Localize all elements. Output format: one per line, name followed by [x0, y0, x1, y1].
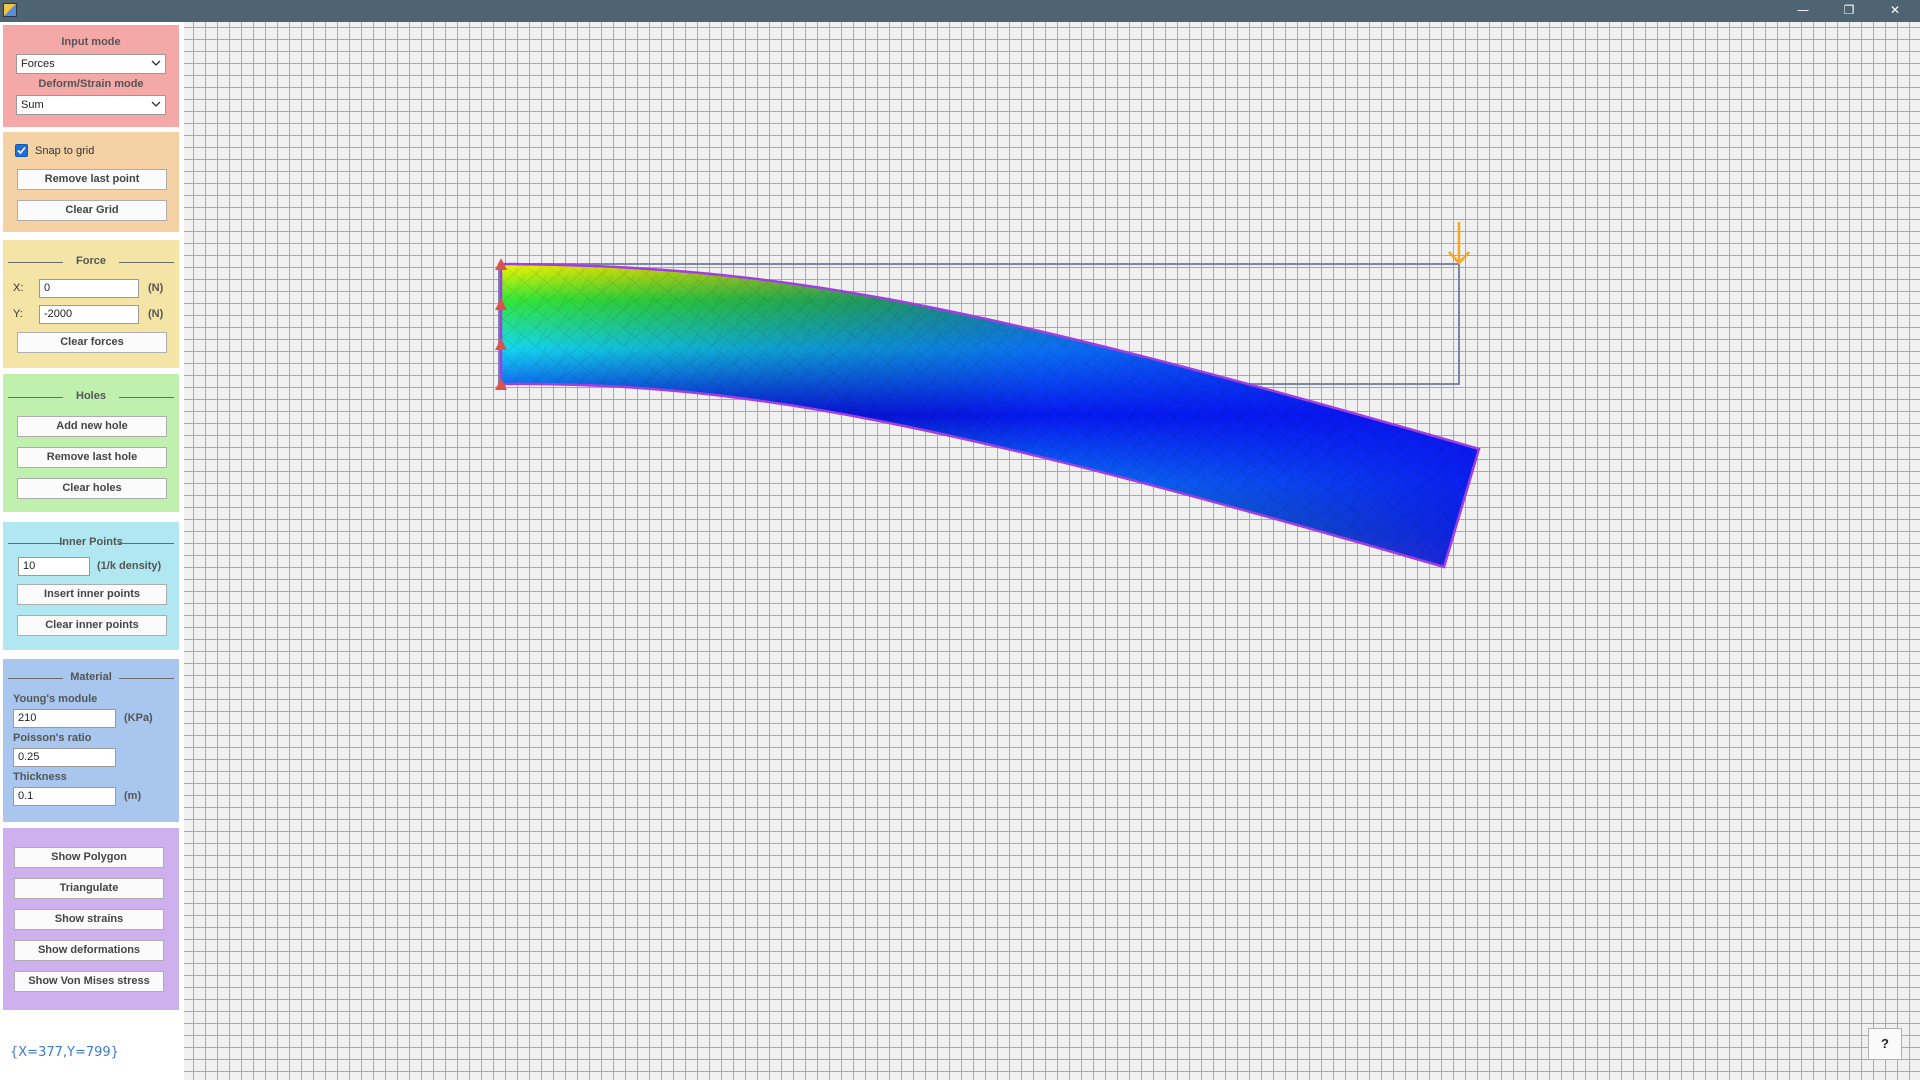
youngs-module-input[interactable]: 210	[13, 709, 116, 728]
thickness-input[interactable]: 0.1	[13, 787, 116, 806]
clear-grid-button[interactable]: Clear Grid	[17, 200, 167, 221]
clear-inner-points-button[interactable]: Clear inner points	[17, 615, 167, 636]
chevron-down-icon	[151, 101, 161, 107]
inner-points-unit: (1/k density)	[97, 560, 162, 572]
support-markers	[495, 258, 507, 390]
chevron-down-icon	[151, 60, 161, 66]
deform-mode-select[interactable]: Sum	[16, 95, 166, 115]
force-y-input[interactable]: -2000	[39, 305, 139, 324]
holes-section: Holes Add new hole Remove last hole Clea…	[3, 374, 179, 512]
force-arrow-icon	[1448, 222, 1470, 265]
deform-mode-title: Deform/Strain mode	[38, 78, 144, 90]
title-bar: — ❐ ✕	[0, 0, 1920, 22]
help-button[interactable]: ?	[1868, 1028, 1902, 1060]
force-section: Force X: 0 (N) Y: -2000 (N) Clear forces	[3, 240, 179, 368]
inner-points-density-input[interactable]: 10	[18, 557, 90, 576]
snap-to-grid-label: Snap to grid	[35, 145, 95, 157]
poissons-ratio-input[interactable]: 0.25	[13, 748, 116, 767]
show-strains-button[interactable]: Show strains	[14, 909, 164, 930]
remove-last-point-button[interactable]: Remove last point	[17, 169, 167, 190]
beam-plot	[495, 222, 1481, 569]
force-x-unit: (N)	[148, 282, 164, 294]
deform-mode-value: Sum	[21, 99, 44, 111]
inner-points-title: Inner Points	[3, 536, 179, 548]
input-mode-select[interactable]: Forces	[16, 54, 166, 74]
insert-inner-points-button[interactable]: Insert inner points	[17, 584, 167, 605]
grid-section: Snap to grid Remove last point Clear Gri…	[3, 132, 179, 232]
actions-section: Show Polygon Triangulate Show strains Sh…	[3, 828, 179, 1010]
force-y-unit: (N)	[148, 308, 164, 320]
youngs-module-label: Young's module	[13, 693, 98, 705]
deformed-outline	[499, 262, 1481, 569]
youngs-module-unit: (KPa)	[124, 712, 153, 724]
support-marker-icon	[495, 378, 507, 390]
force-title: Force	[3, 255, 179, 267]
cursor-coordinates: {X=377,Y=799}	[10, 1045, 119, 1060]
show-polygon-button[interactable]: Show Polygon	[14, 847, 164, 868]
deformed-beam	[499, 262, 1481, 569]
minimize-button[interactable]: —	[1797, 3, 1809, 17]
snap-to-grid-checkbox[interactable]	[15, 144, 28, 157]
show-von-mises-button[interactable]: Show Von Mises stress	[14, 971, 164, 992]
material-title: Material	[3, 671, 179, 683]
restore-button[interactable]: ❐	[1843, 3, 1855, 17]
thickness-unit: (m)	[124, 790, 142, 802]
close-button[interactable]: ✕	[1889, 3, 1901, 17]
input-mode-title: Input mode	[61, 36, 121, 48]
add-new-hole-button[interactable]: Add new hole	[17, 416, 167, 437]
thickness-label: Thickness	[13, 771, 67, 783]
support-marker-icon	[495, 298, 507, 310]
clear-forces-button[interactable]: Clear forces	[17, 332, 167, 353]
app-icon	[3, 3, 17, 17]
drawing-canvas[interactable]: ?	[184, 22, 1920, 1080]
support-marker-icon	[495, 258, 507, 270]
control-panel: Input mode Forces Deform/Strain mode Sum…	[0, 22, 184, 1080]
holes-title: Holes	[3, 390, 179, 402]
force-y-label: Y:	[13, 308, 23, 320]
material-section: Material Young's module 210 (KPa) Poisso…	[3, 659, 179, 822]
input-mode-section: Input mode Forces Deform/Strain mode Sum	[3, 25, 179, 127]
support-marker-icon	[495, 338, 507, 350]
force-x-label: X:	[13, 282, 24, 294]
show-deformations-button[interactable]: Show deformations	[14, 940, 164, 961]
triangulate-button[interactable]: Triangulate	[14, 878, 164, 899]
remove-last-hole-button[interactable]: Remove last hole	[17, 447, 167, 468]
checkmark-icon	[17, 146, 26, 155]
force-x-input[interactable]: 0	[39, 279, 139, 298]
clear-holes-button[interactable]: Clear holes	[17, 478, 167, 499]
input-mode-value: Forces	[21, 58, 55, 70]
poissons-ratio-label: Poisson's ratio	[13, 732, 92, 744]
inner-points-section: Inner Points 10 (1/k density) Insert inn…	[3, 522, 179, 650]
